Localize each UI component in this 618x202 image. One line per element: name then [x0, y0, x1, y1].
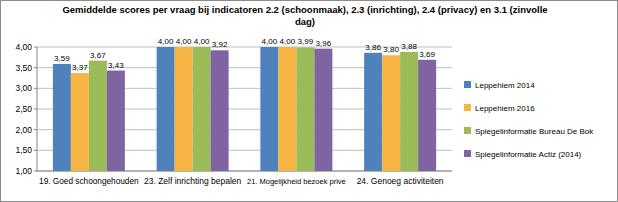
bar — [107, 71, 125, 171]
title-line: dag) — [295, 16, 315, 27]
data-label: 3,86 — [365, 43, 381, 52]
bar — [382, 55, 400, 171]
tick-label: 4,00 — [15, 42, 32, 52]
data-label: 4,00 — [158, 37, 174, 46]
data-label: 4,00 — [262, 37, 278, 46]
tick-label: 3,50 — [15, 63, 32, 73]
data-label: 4,00 — [280, 37, 296, 46]
bar — [175, 47, 193, 171]
tick-label: 3,00 — [15, 83, 32, 93]
data-label: 3,99 — [298, 37, 314, 46]
legend-swatch — [464, 127, 471, 134]
legend-label: Leppehiem 2014 — [475, 81, 535, 90]
data-label: 3,96 — [316, 39, 332, 48]
y-axis — [37, 47, 38, 171]
category-label: 19. Goed schoongehouden — [39, 177, 139, 186]
category-label: 24. Genoeg activiteiten — [357, 176, 444, 186]
data-label: 4,00 — [176, 37, 192, 46]
tick-label: 2,50 — [15, 104, 32, 114]
bars — [53, 47, 436, 171]
chart: Gemiddelde scores per vraag bij indicato… — [0, 0, 618, 202]
legend-swatch — [464, 104, 471, 111]
bar — [278, 47, 296, 171]
data-label: 3,69 — [419, 50, 435, 59]
tick-label: 1,00 — [15, 166, 32, 176]
bar — [211, 50, 229, 171]
bar — [296, 47, 314, 171]
bar — [364, 53, 382, 171]
data-label: 3,67 — [90, 51, 106, 60]
data-label: 4,00 — [194, 37, 210, 46]
bar — [53, 64, 71, 171]
bar — [260, 47, 278, 171]
category-label: 23. Zelf inrichting bepalen — [144, 176, 242, 186]
legend-label: Spiegelinformatie Bureau De Bok — [475, 127, 594, 136]
bar — [71, 73, 89, 171]
tick-label: 1,50 — [15, 145, 32, 155]
bar — [418, 60, 436, 171]
data-label: 3,37 — [72, 63, 88, 72]
bar — [157, 47, 175, 171]
data-label: 3,43 — [108, 61, 124, 70]
title: Gemiddelde scores per vraag bij indicato… — [62, 4, 547, 27]
bar — [193, 47, 211, 171]
data-label: 3,80 — [383, 45, 399, 54]
bar — [89, 61, 107, 171]
bar — [314, 49, 332, 171]
data-label: 3,88 — [401, 42, 417, 51]
frame — [1, 1, 618, 202]
legend-label: Leppehiem 2016 — [475, 104, 535, 113]
legend-label: Spiegelinformatie Actiz (2014) — [475, 150, 582, 159]
legend-swatch — [464, 150, 471, 157]
tick-label: 2,00 — [15, 125, 32, 135]
legend-swatch — [464, 81, 471, 88]
data-label: 3,59 — [54, 54, 70, 63]
bar — [400, 52, 418, 171]
data-label: 3,92 — [212, 40, 228, 49]
title-line: Gemiddelde scores per vraag bij indicato… — [62, 4, 547, 15]
category-label: 21. Mogelijkheid bezoek privé — [247, 177, 346, 186]
